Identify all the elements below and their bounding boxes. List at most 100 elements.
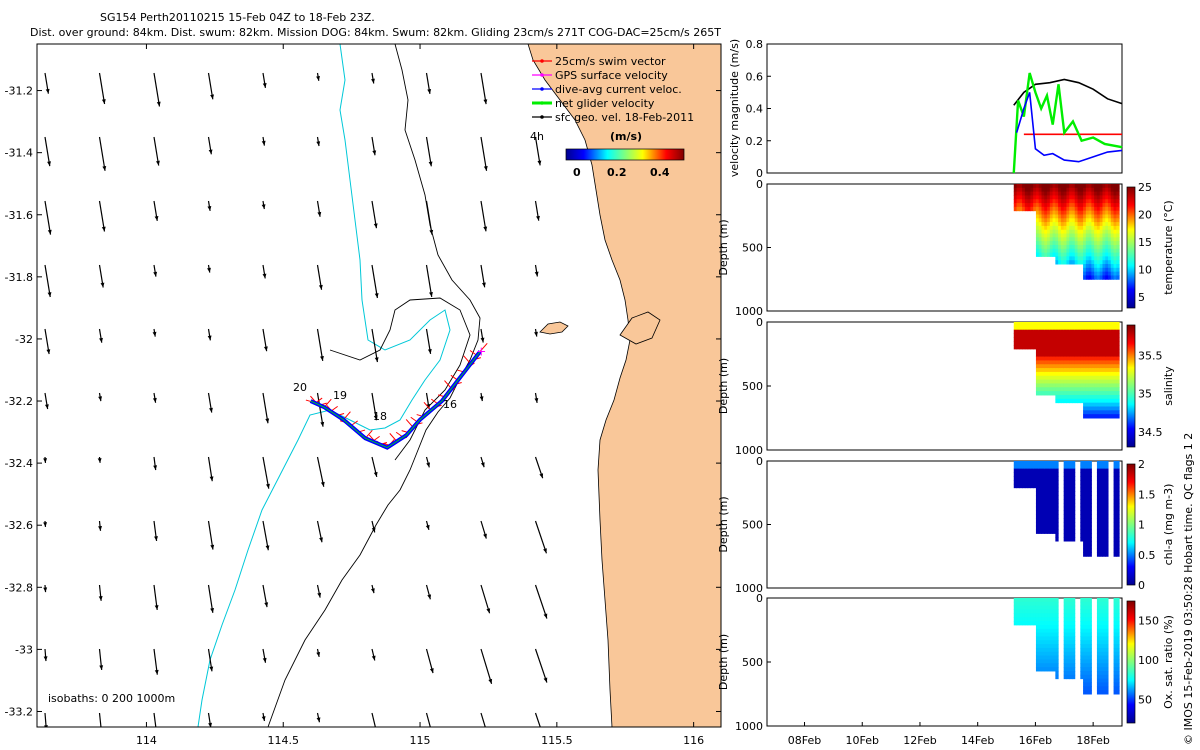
section-cell (1085, 360, 1090, 365)
section-cell (1069, 229, 1073, 235)
section-cell (1096, 670, 1101, 676)
section-cell (1105, 256, 1109, 261)
map-xtick-label: 116 (683, 734, 704, 747)
section-cell (1105, 544, 1109, 550)
section-cell (1016, 461, 1020, 466)
section-cell (1077, 352, 1081, 358)
section-cell (1083, 533, 1087, 538)
section-cell (1049, 322, 1054, 327)
section-cell (1074, 360, 1079, 365)
section-cell (1088, 468, 1092, 473)
section-cell (1091, 352, 1095, 358)
section-cell (1116, 414, 1120, 419)
section-cell (1063, 379, 1067, 384)
section-cell (1052, 341, 1056, 346)
section-cell (1096, 402, 1101, 407)
section-cell (1016, 480, 1020, 485)
section-cell (1055, 624, 1059, 630)
section-cell (1096, 210, 1101, 215)
section-cell (1071, 394, 1076, 400)
section-cell (1080, 667, 1084, 672)
section-cell (1058, 394, 1062, 400)
velocity-panel: 00.20.40.60.8 velocity magnitude (m/s) (728, 38, 1123, 180)
section-cell (1083, 199, 1087, 204)
velocity-ytick-label: 0.8 (746, 38, 764, 51)
section-cell (1033, 337, 1037, 342)
section-cell (1044, 191, 1048, 196)
section-cell (1088, 387, 1092, 392)
section-cell (1116, 329, 1120, 335)
section-cell (1016, 191, 1020, 196)
section-cell (1083, 352, 1087, 358)
section-cell (1102, 322, 1106, 327)
section-cell (1091, 244, 1095, 250)
section-cell (1096, 229, 1101, 235)
section-cell (1035, 352, 1040, 358)
section-cell (1083, 406, 1087, 411)
section-cell (1038, 203, 1042, 208)
section-cell (1077, 260, 1081, 265)
section-cell (1041, 525, 1045, 531)
section-cell (1066, 391, 1070, 396)
section-cell (1041, 210, 1045, 215)
section-cell (1063, 225, 1067, 231)
section-cell (1102, 621, 1106, 626)
section-cell (1074, 387, 1079, 392)
section-cell (1105, 506, 1109, 512)
section-cell (1069, 495, 1073, 500)
section-cell (1069, 325, 1073, 331)
section-cell (1060, 398, 1065, 404)
geostrophic-arrowhead (43, 458, 48, 463)
section-cell (1096, 632, 1101, 637)
section-cell (1110, 206, 1115, 212)
section-cell (1099, 364, 1103, 369)
section-cell (1102, 659, 1106, 664)
section-cell (1041, 667, 1045, 672)
section-cell (1108, 222, 1112, 227)
section-cell (1035, 621, 1040, 626)
section-cell (1058, 345, 1062, 350)
section-cell (1055, 472, 1059, 477)
section-cell (1041, 222, 1045, 227)
section-cell (1041, 495, 1045, 500)
section-cell (1099, 483, 1103, 489)
section-cell (1085, 544, 1090, 550)
section-cell (1063, 203, 1067, 208)
section-cell (1096, 690, 1101, 695)
section-cell (1049, 325, 1054, 331)
section-cell (1063, 659, 1067, 664)
section-cell (1055, 461, 1059, 466)
section-cell (1085, 233, 1090, 238)
section-cell (1033, 333, 1037, 338)
section-cell (1063, 375, 1067, 381)
section-cell (1038, 628, 1042, 634)
geostrophic-arrowhead (154, 536, 158, 541)
section-cell (1069, 199, 1073, 204)
section-cell (1055, 674, 1059, 680)
section-cell (1091, 252, 1095, 257)
section-cell (1071, 252, 1076, 257)
section-cell (1055, 525, 1059, 531)
section-cell (1085, 325, 1090, 331)
section-cell (1099, 476, 1103, 481)
section-cell (1094, 218, 1098, 223)
section-cell (1083, 644, 1087, 649)
section-cell (1038, 525, 1042, 531)
section-cell (1066, 487, 1070, 492)
section-cell (1096, 333, 1101, 338)
section-cell (1088, 225, 1092, 231)
section-cell (1055, 229, 1059, 235)
geostrophic-arrowhead (208, 149, 213, 155)
section-cell (1077, 348, 1081, 354)
section-cell (1047, 241, 1051, 246)
section-cell (1091, 206, 1095, 212)
section-cell (1088, 214, 1092, 219)
section-cell (1024, 613, 1029, 618)
section-cell (1105, 264, 1109, 269)
section-cell (1047, 659, 1051, 664)
section-cell (1071, 628, 1076, 634)
section-cell (1055, 322, 1059, 327)
section-cell (1108, 406, 1112, 411)
section-cell (1044, 476, 1048, 481)
section-cell (1091, 368, 1095, 373)
